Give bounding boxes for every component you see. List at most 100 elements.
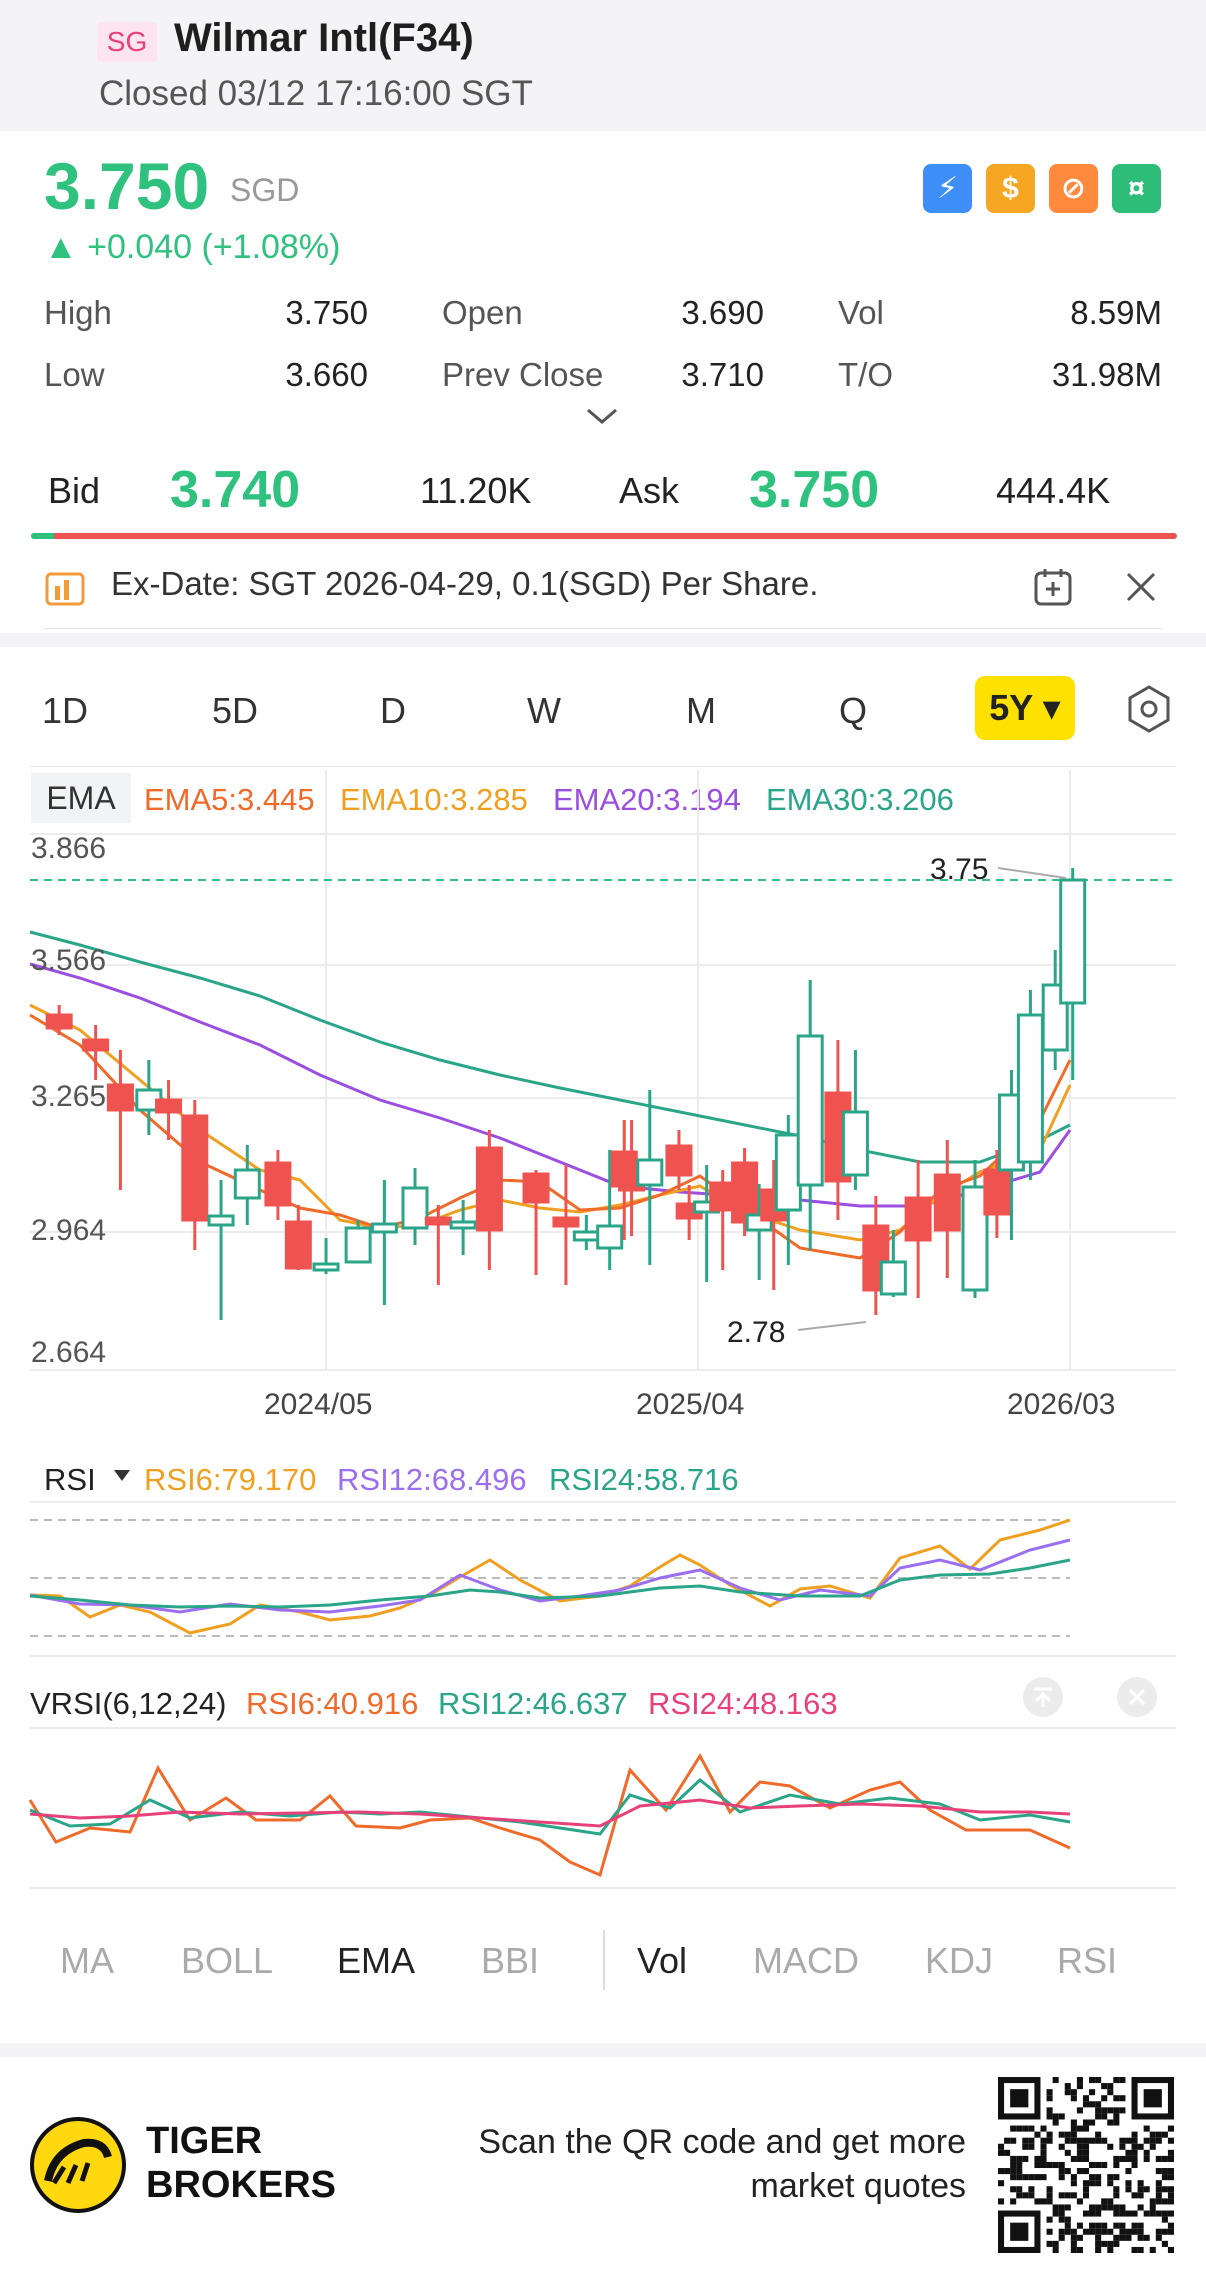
- qr-module: [1058, 2174, 1065, 2181]
- qr-module: [1107, 2180, 1114, 2187]
- candle-down: [284, 1220, 312, 1270]
- ind-tab-ema[interactable]: EMA: [337, 1940, 416, 1981]
- flash-icon[interactable]: ⚡: [923, 164, 972, 213]
- qr-module: [1113, 2192, 1120, 2199]
- remove-panel-icon[interactable]: [1116, 1676, 1158, 1718]
- legend-rsi12: RSI12:68.496: [337, 1462, 527, 1497]
- chart-settings-icon[interactable]: [1124, 684, 1174, 734]
- candle-up: [312, 1262, 340, 1272]
- candle-up: [961, 1185, 989, 1292]
- ex-date-notice[interactable]: Ex-Date: SGT 2026-04-29, 0.1(SGD) Per Sh…: [111, 565, 819, 602]
- price-chart[interactable]: [0, 760, 1206, 1910]
- qr-module: [1095, 2180, 1102, 2187]
- qr-module: [1082, 2186, 1090, 2193]
- ask-label: Ask: [619, 470, 680, 511]
- qr-module: [1125, 2155, 1132, 2162]
- qr-module: [998, 2149, 1005, 2156]
- chevron-down-icon[interactable]: [584, 404, 620, 428]
- qr-module: [1058, 2234, 1065, 2241]
- dividend-icon[interactable]: $: [986, 164, 1035, 213]
- ind-tab-bbi[interactable]: BBI: [481, 1940, 540, 1981]
- qr-module: [1070, 2246, 1077, 2253]
- x-tick-label: 2024/05: [264, 1388, 373, 1421]
- qr-module: [1131, 2246, 1138, 2253]
- indicator-chip-ema[interactable]: EMA: [31, 773, 131, 823]
- qr-module: [1143, 2234, 1150, 2241]
- qr-module: [1046, 2228, 1053, 2235]
- qr-module: [1016, 2174, 1023, 2181]
- tab-1d[interactable]: 1D: [41, 690, 89, 731]
- add-calendar-icon[interactable]: [1032, 566, 1074, 608]
- qr-module: [1137, 2204, 1144, 2211]
- legend-vrsi12: RSI12:46.637: [438, 1686, 628, 1721]
- qr-module: [1028, 2125, 1035, 2132]
- tab-5y-selected[interactable]: 5Y ▾: [975, 676, 1075, 740]
- qr-caption-line-2: market quotes: [750, 2167, 966, 2205]
- pin-top-icon[interactable]: [1022, 1676, 1064, 1718]
- close-icon[interactable]: [1124, 570, 1158, 604]
- market-badge: SG: [97, 22, 157, 62]
- qr-module: [1137, 2228, 1144, 2235]
- brand-line-1: TIGER: [146, 2120, 263, 2162]
- qr-module: [1010, 2155, 1017, 2162]
- x-tick-label: 2025/04: [636, 1388, 745, 1421]
- qr-module: [1101, 2137, 1108, 2144]
- qr-module: [1070, 2174, 1077, 2181]
- legend-rsi24: RSI24:58.716: [549, 1462, 739, 1497]
- tab-5d[interactable]: 5D: [211, 690, 259, 731]
- qr-module: [1095, 2113, 1102, 2120]
- qr-module: [1028, 2137, 1035, 2144]
- ind-tab-boll[interactable]: BOLL: [181, 1940, 274, 1981]
- qr-module: [1046, 2198, 1053, 2205]
- ask-price: 3.750: [749, 461, 880, 519]
- qr-module: [1016, 2168, 1023, 2175]
- tab-month[interactable]: M: [686, 690, 716, 731]
- rsi-chart[interactable]: [0, 1495, 1206, 1665]
- qr-module: [1101, 2083, 1108, 2090]
- qr-module: [1101, 2113, 1108, 2120]
- qr-module: [1070, 2137, 1077, 2144]
- qr-module: [1089, 2210, 1096, 2217]
- rsi-title[interactable]: RSI: [44, 1462, 96, 1497]
- qr-module: [1082, 2119, 1090, 2126]
- qr-module: [1034, 2155, 1041, 2162]
- qr-module: [1058, 2228, 1065, 2235]
- ind-tab-kdj[interactable]: KDJ: [925, 1940, 994, 1981]
- caret-down-icon[interactable]: [114, 1470, 130, 1482]
- brand-line-2: BROKERS: [146, 2164, 337, 2206]
- candle-down: [106, 1083, 134, 1112]
- candle-down: [522, 1172, 550, 1204]
- bid-size: 11.20K: [420, 470, 532, 511]
- tab-day[interactable]: D: [380, 690, 406, 731]
- high-value: 3.750: [285, 294, 368, 331]
- qr-module: [1095, 2161, 1102, 2169]
- qr-module: [1107, 2143, 1114, 2150]
- qr-module: [1016, 2161, 1023, 2169]
- qr-module: [1076, 2246, 1083, 2253]
- vrsi-chart[interactable]: [0, 1725, 1206, 1895]
- ind-tab-rsi[interactable]: RSI: [1057, 1940, 1118, 1981]
- qr-module: [1119, 2107, 1126, 2114]
- ind-tab-macd[interactable]: MACD: [753, 1940, 859, 1981]
- qr-module: [1119, 2077, 1126, 2084]
- no-short-icon[interactable]: ⊘: [1049, 164, 1098, 213]
- qr-module: [1082, 2149, 1090, 2156]
- candlesticks: [45, 868, 1087, 1320]
- tab-week[interactable]: W: [527, 690, 561, 731]
- volume-value: 8.59M: [1070, 294, 1162, 331]
- ind-tab-vol[interactable]: Vol: [637, 1940, 688, 1981]
- qr-module: [1046, 2216, 1053, 2223]
- qr-module: [1131, 2210, 1138, 2217]
- qr-module: [1010, 2186, 1017, 2193]
- qr-module: [1119, 2210, 1126, 2217]
- cash-icon[interactable]: ¤: [1112, 164, 1161, 213]
- tab-quarter[interactable]: Q: [838, 690, 867, 731]
- qr-module: [1119, 2228, 1126, 2235]
- qr-module: [1058, 2161, 1065, 2169]
- qr-module: [1089, 2119, 1096, 2126]
- ind-tab-ma[interactable]: MA: [60, 1940, 114, 1981]
- ema30-line: [29, 930, 1071, 1164]
- qr-module: [1095, 2228, 1102, 2235]
- qr-module: [1046, 2137, 1053, 2144]
- qr-module: [1167, 2125, 1174, 2132]
